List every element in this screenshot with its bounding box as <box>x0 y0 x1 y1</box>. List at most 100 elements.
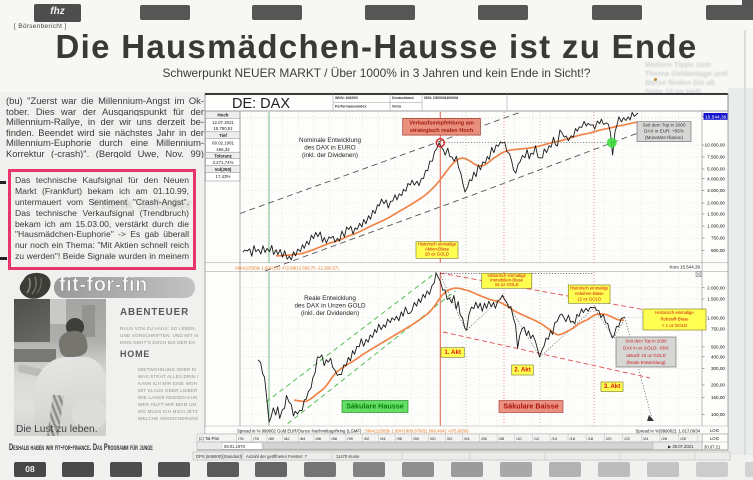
svg-text:(Reale Entwicklung): (Reale Entwicklung) <box>626 360 666 365</box>
svg-text:Nominale Entwicklung: Nominale Entwicklung <box>299 137 361 144</box>
svg-text:/04: /04 <box>464 436 470 441</box>
svg-text:1.500,00: 1.500,00 <box>707 297 725 302</box>
svg-text:2.000,00: 2.000,00 <box>707 286 725 291</box>
svg-text:/12: /12 <box>534 436 540 441</box>
svg-text:Spread in %(999002): 1.017,063: Spread in %(999002): 1.017,0634 <box>635 428 700 433</box>
svg-text:/78: /78 <box>253 436 259 441</box>
svg-text:(c) Tai-Pan: (c) Tai-Pan <box>199 436 220 441</box>
svg-text:2.000,00: 2.000,00 <box>707 201 725 206</box>
svg-text:1.000,00: 1.000,00 <box>707 224 725 229</box>
svg-text:/86: /86 <box>315 436 321 441</box>
svg-text:16 oz GOLD: 16 oz GOLD <box>495 282 519 287</box>
svg-text:/08: /08 <box>499 436 505 441</box>
svg-text:30.07.21: 30.07.21 <box>704 444 721 449</box>
svg-text:Historisch einmalige: Historisch einmalige <box>418 242 457 247</box>
svg-text:466,32: 466,32 <box>216 147 230 152</box>
svg-text:des DAX in Unzen GOLD: des DAX in Unzen GOLD <box>294 303 365 310</box>
svg-text:des DAX in EURO: des DAX in EURO <box>304 145 356 152</box>
svg-text:12.07.2021: 12.07.2021 <box>212 120 235 125</box>
svg-text:/18: /18 <box>588 436 594 441</box>
svg-text:750,00: 750,00 <box>711 236 725 241</box>
svg-text:ISIN: DE0008469008: ISIN: DE0008469008 <box>424 96 458 100</box>
svg-text:Historisch einmalige: Historisch einmalige <box>570 285 609 290</box>
svg-text:Anzahl der geöffneten Fenster:: Anzahl der geöffneten Fenster: 7 <box>246 454 308 459</box>
svg-text:Säkulare Baisse: Säkulare Baisse <box>503 402 558 411</box>
svg-text:/80: /80 <box>269 436 275 441</box>
svg-text:/20: /20 <box>606 436 612 441</box>
svg-text:/96: /96 <box>397 436 403 441</box>
svg-text:/76: /76 <box>238 436 244 441</box>
svg-text:aktuell: 10 oz GOLD: aktuell: 10 oz GOLD <box>626 353 666 358</box>
svg-text:Aktien-Blase: Aktien-Blase <box>425 247 450 252</box>
svg-text:Historisch einmalige: Historisch einmalige <box>655 310 694 315</box>
svg-text:/98: /98 <box>413 436 419 441</box>
svg-text:/00: /00 <box>430 436 436 441</box>
svg-text:/92: /92 <box>364 436 370 441</box>
svg-text:3.000,00: 3.000,00 <box>707 188 725 193</box>
svg-text:Säkulare Hausse: Säkulare Hausse <box>346 402 404 411</box>
svg-text:1.000,00: 1.000,00 <box>707 316 725 321</box>
svg-text:WKN: 846900: WKN: 846900 <box>335 96 358 100</box>
svg-text:/02: /02 <box>447 436 453 441</box>
svg-text:/90: /90 <box>347 436 353 441</box>
svg-text:Seit dem Top in 2000: Seit dem Top in 2000 <box>625 339 667 344</box>
svg-text:08.01.1970: 08.01.1970 <box>224 444 246 449</box>
svg-text:5.000,00: 5.000,00 <box>707 167 725 172</box>
svg-text:09.02.1981: 09.02.1981 <box>212 141 235 146</box>
svg-text:Spread in % 999002 Gold EUR/Ou: Spread in % 999002 Gold EUR/Ounce Nachmi… <box>237 428 469 433</box>
svg-text:1.500,00: 1.500,00 <box>707 212 725 217</box>
svg-text:Toleranz: Toleranz <box>214 154 233 159</box>
svg-text:2. Akt: 2. Akt <box>514 367 531 374</box>
svg-text:100,00: 100,00 <box>711 412 725 417</box>
svg-text:/88: /88 <box>331 436 337 441</box>
svg-text:Deutschland: Deutschland <box>392 96 414 100</box>
svg-text:10.000,00: 10.000,00 <box>705 143 726 148</box>
svg-text:/94: /94 <box>380 436 386 441</box>
svg-text:LOG: LOG <box>710 436 720 441</box>
svg-text:/28: /28 <box>680 436 686 441</box>
svg-text:3. Akt: 3. Akt <box>604 383 621 390</box>
svg-text:/22: /22 <box>624 436 630 441</box>
svg-text:Hoch: Hoch <box>218 113 229 118</box>
svg-text:(inkl. der Dvidenden): (inkl. der Dvidenden) <box>301 310 359 317</box>
svg-text:750,00: 750,00 <box>711 327 725 332</box>
svg-text:12 oz GOLD: 12 oz GOLD <box>577 297 601 302</box>
svg-text:1. Akt: 1. Akt <box>444 349 461 356</box>
svg-text:(Monetäre Illusion): (Monetäre Illusion) <box>645 135 684 140</box>
svg-text:28 oz GOLD: 28 oz GOLD <box>425 252 449 257</box>
svg-text:LOG: LOG <box>710 428 720 433</box>
svg-text:200,00: 200,00 <box>711 383 725 388</box>
svg-text:500,00: 500,00 <box>711 248 725 253</box>
svg-text:/16: /16 <box>570 436 576 441</box>
svg-text:400,00: 400,00 <box>711 354 725 359</box>
svg-text:Anleihen-Blase: Anleihen-Blase <box>575 291 605 296</box>
svg-text:< 1 oz GOLD: < 1 oz GOLD <box>662 323 687 328</box>
svg-text:/10: /10 <box>516 436 522 441</box>
svg-text:4.000,00: 4.000,00 <box>707 176 725 181</box>
svg-text:150,00: 150,00 <box>711 395 725 400</box>
svg-text:Historisch einmalige: Historisch einmalige <box>487 273 526 278</box>
svg-text:Immobilien-Blase: Immobilien-Blase <box>490 277 524 282</box>
svg-text:SMA(1250)[x 1.50%] 12.472,99(1: SMA(1250)[x 1.50%] 12.472,99(12.659,75 -… <box>235 266 339 271</box>
svg-text:/06: /06 <box>481 436 487 441</box>
svg-text:Rohstoff-Blase: Rohstoff-Blase <box>660 317 689 322</box>
svg-text:500,00: 500,00 <box>711 345 725 350</box>
svg-text:Kurs 15.544,39: Kurs 15.544,39 <box>669 265 700 270</box>
svg-text:DAX in oz GOLD: -65%: DAX in oz GOLD: -65% <box>623 346 669 351</box>
svg-text:/14: /14 <box>552 436 558 441</box>
svg-text:Tief: Tief <box>219 133 227 138</box>
svg-text:Xetra: Xetra <box>392 105 402 109</box>
svg-text:/26: /26 <box>662 436 668 441</box>
svg-text:DPS (846900)[Standard]: DPS (846900)[Standard] <box>196 454 242 459</box>
svg-text:DE: DAX: DE: DAX <box>232 96 290 112</box>
svg-text:DAX in EUR: +95%: DAX in EUR: +95% <box>644 129 684 134</box>
svg-text:7.500,00: 7.500,00 <box>707 155 725 160</box>
svg-text:▶ 30.07.2021: ▶ 30.07.2021 <box>668 444 694 449</box>
svg-text:Reale Entwicklung: Reale Entwicklung <box>304 295 356 302</box>
svg-text:300,00: 300,00 <box>711 366 725 371</box>
svg-text:15.544,39: 15.544,39 <box>705 114 727 120</box>
svg-text:/84: /84 <box>300 436 306 441</box>
svg-text:/82: /82 <box>284 436 290 441</box>
svg-text:15.790,51: 15.790,51 <box>213 126 233 131</box>
svg-text:11470 Kurse: 11470 Kurse <box>336 454 360 459</box>
